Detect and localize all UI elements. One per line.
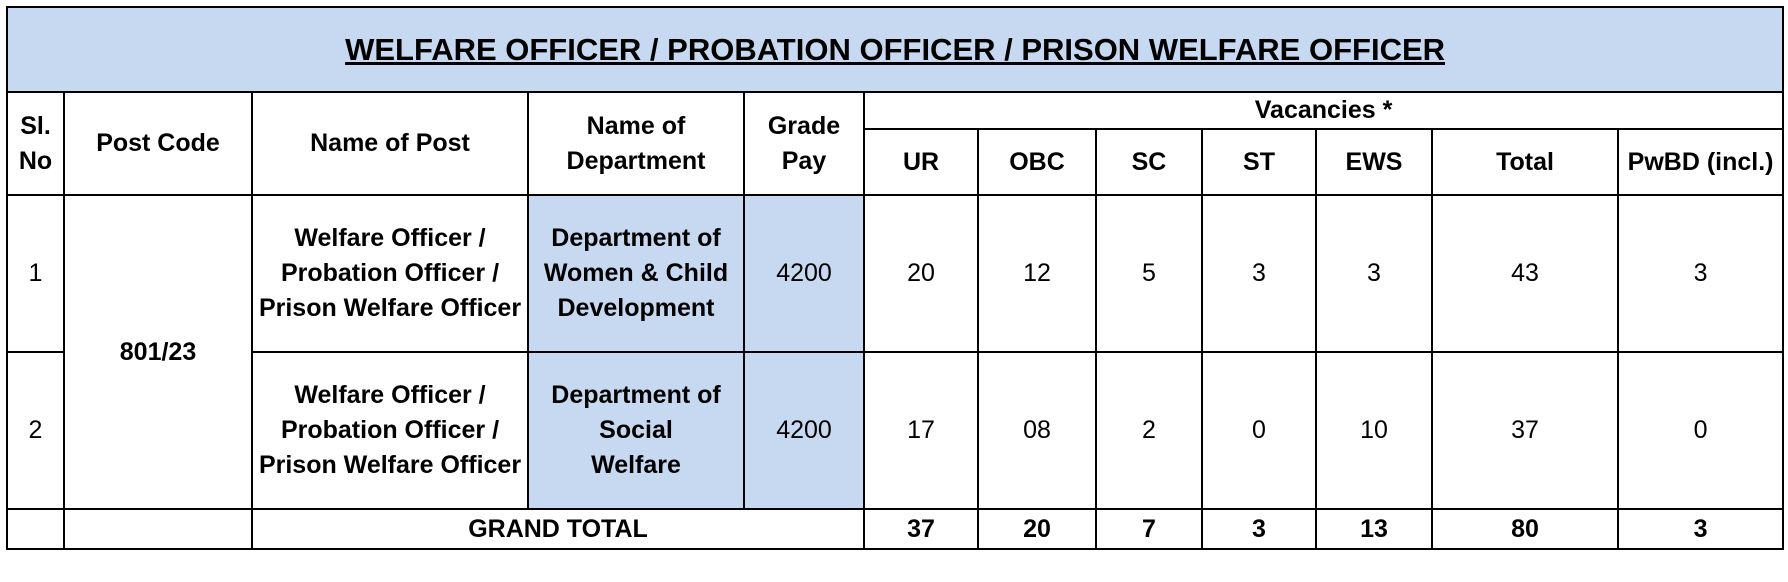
- header-cell: Vacancies *: [862, 91, 1785, 130]
- cell: 1: [6, 194, 65, 353]
- header-cell: Grade Pay: [743, 91, 865, 196]
- cell: 08: [977, 351, 1097, 510]
- header-cell: OBC: [977, 128, 1097, 196]
- cell: 4200: [743, 194, 865, 353]
- cell: 80: [1431, 508, 1619, 550]
- cell: 4200: [743, 351, 865, 510]
- cell: 3: [1616, 194, 1785, 353]
- cell: 3: [1201, 508, 1317, 550]
- header-cell: Name of Department: [527, 91, 745, 196]
- header-cell: Total: [1431, 128, 1619, 196]
- header-cell: Post Code: [63, 91, 253, 196]
- cell: 3: [1315, 194, 1433, 353]
- header-cell: Sl. No: [6, 91, 65, 196]
- cell: 801/23: [63, 194, 253, 510]
- cell: 12: [977, 194, 1097, 353]
- cell: 20: [863, 194, 979, 353]
- cell: 17: [863, 351, 979, 510]
- cell: 3: [1201, 194, 1317, 353]
- header-cell: EWS: [1315, 128, 1433, 196]
- cell: Welfare Officer / Probation Officer / Pr…: [251, 194, 529, 353]
- cell: Department of Women & Child Development: [527, 194, 745, 353]
- cell: 7: [1095, 508, 1203, 550]
- cell: Department of Social Welfare: [527, 351, 745, 510]
- cell: 13: [1315, 508, 1433, 550]
- header-cell: Name of Post: [251, 91, 529, 196]
- cell: 3: [1616, 508, 1785, 550]
- cell: 20: [977, 508, 1097, 550]
- cell: 37: [863, 508, 979, 550]
- cell: 2: [6, 351, 65, 510]
- cell: [6, 508, 65, 550]
- header-cell: UR: [863, 128, 979, 196]
- cell: GRAND TOTAL: [251, 508, 865, 550]
- cell: 37: [1431, 351, 1619, 510]
- cell: 43: [1431, 194, 1619, 353]
- table-title: WELFARE OFFICER / PROBATION OFFICER / PR…: [5, 6, 1785, 93]
- cell: 10: [1315, 351, 1433, 510]
- cell: 0: [1616, 351, 1785, 510]
- cell: 5: [1095, 194, 1203, 353]
- vacancy-table: WELFARE OFFICER / PROBATION OFFICER / PR…: [5, 6, 1785, 550]
- cell: Welfare Officer / Probation Officer / Pr…: [251, 351, 529, 510]
- cell: [63, 508, 253, 550]
- cell: 2: [1095, 351, 1203, 510]
- header-cell: SC: [1095, 128, 1203, 196]
- cell: 0: [1201, 351, 1317, 510]
- header-cell: ST: [1201, 128, 1317, 196]
- header-cell: PwBD (incl.): [1616, 128, 1785, 196]
